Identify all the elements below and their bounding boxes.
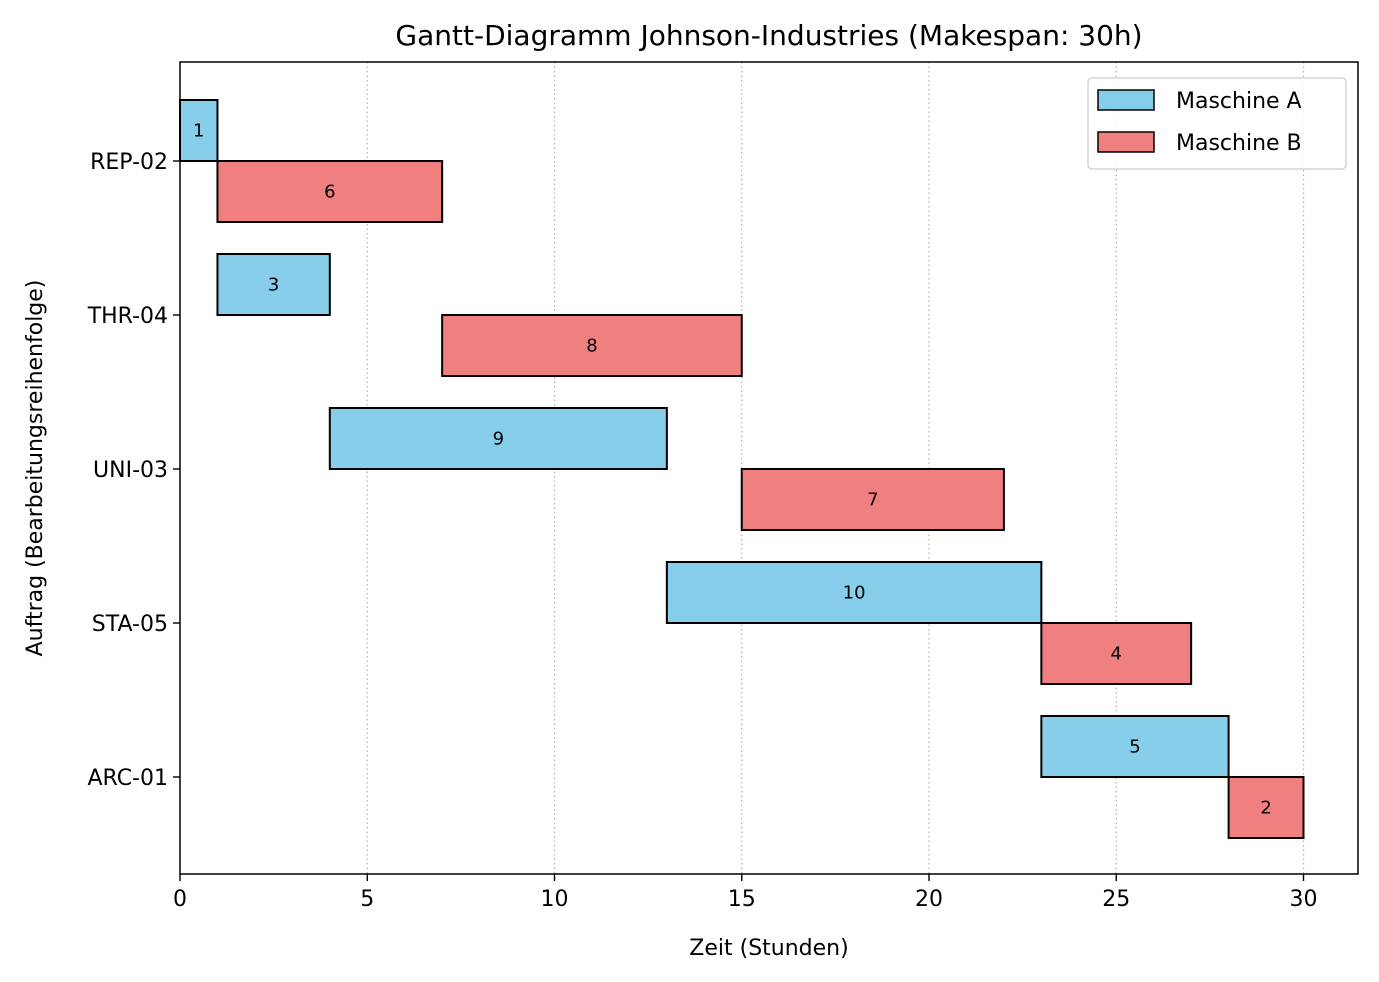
y-axis-label: Auftrag (Bearbeitungsreihenfolge)	[23, 280, 48, 657]
bar-duration-label: 7	[867, 490, 878, 511]
bar-maschine-a	[216, 253, 331, 316]
bar-duration-label: 10	[843, 583, 866, 604]
x-tick-label: 25	[1102, 887, 1130, 912]
bar-duration-label: 6	[324, 182, 335, 203]
y-axis-ticks: REP-02 THR-04 UNI-03 STA-05 ARC-01	[87, 150, 180, 791]
bar-duration-label: 8	[586, 336, 597, 357]
y-tick-label: UNI-03	[93, 458, 168, 483]
legend-swatch	[1097, 89, 1155, 111]
bar-duration-label: 1	[193, 121, 204, 142]
x-tick-label: 15	[728, 887, 756, 912]
legend-entry-label: Maschine A	[1176, 89, 1302, 114]
bar-maschine-a	[1040, 715, 1230, 778]
legend-entry-label: Maschine B	[1176, 131, 1302, 156]
plot-frame	[179, 61, 1359, 875]
legend: Maschine A Maschine B	[1087, 77, 1347, 170]
bar-maschine-a	[179, 99, 219, 162]
legend-swatch	[1097, 131, 1155, 153]
y-tick-label: REP-02	[90, 150, 168, 175]
x-tick-label: 20	[915, 887, 943, 912]
y-tick-label: ARC-01	[87, 766, 168, 791]
y-tick-label: THR-04	[87, 304, 168, 329]
bar-duration-label: 3	[268, 275, 279, 296]
bar-duration-label: 9	[493, 429, 504, 450]
bar-duration-label: 5	[1129, 737, 1140, 758]
x-tick-label: 5	[360, 887, 374, 912]
x-axis-label: Zeit (Stunden)	[689, 936, 848, 961]
bar-maschine-b	[441, 314, 743, 377]
x-tick-label: 10	[541, 887, 569, 912]
bars: 1 3 9 10 5 6 8 7 4 2	[179, 99, 1305, 839]
bar-maschine-b	[216, 160, 444, 223]
x-tick-label: 0	[173, 887, 187, 912]
bar-maschine-b	[1040, 622, 1193, 685]
bar-maschine-b	[740, 468, 1005, 531]
chart-title: Gantt-Diagramm Johnson-Industries (Makes…	[395, 19, 1142, 52]
bar-duration-label: 4	[1111, 644, 1122, 665]
x-axis-ticks: 0 5 10 15 20 25 30	[173, 874, 1318, 912]
bar-maschine-a	[665, 561, 1043, 624]
y-tick-label: STA-05	[92, 612, 168, 637]
bar-duration-label: 2	[1260, 798, 1271, 819]
x-tick-label: 30	[1290, 887, 1318, 912]
bar-maschine-b	[1227, 776, 1305, 839]
bar-maschine-a	[328, 407, 668, 470]
